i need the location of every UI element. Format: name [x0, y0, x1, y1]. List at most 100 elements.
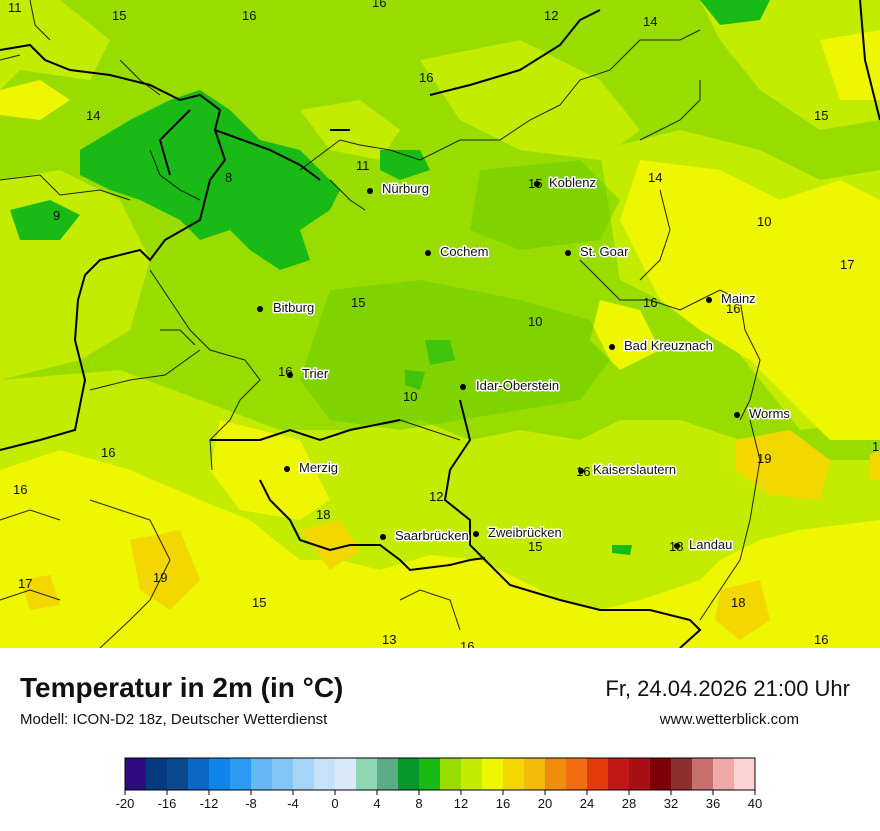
state-border — [0, 0, 880, 648]
legend-color-swatch — [650, 758, 672, 790]
legend-border — [124, 757, 756, 791]
legend-color-swatch — [734, 758, 756, 790]
city-dot — [287, 372, 293, 378]
legend-color-swatch — [377, 758, 399, 790]
legend-color-swatch — [587, 758, 609, 790]
legend-color-swatch — [356, 758, 378, 790]
legend-color-swatch — [272, 758, 294, 790]
temperature-value: 16 — [460, 639, 474, 648]
temperature-value: 16 — [372, 0, 386, 10]
city-label-zweibrucken: Zweibrücken — [488, 525, 562, 540]
legend-tick-label: 40 — [748, 796, 762, 811]
legend-color-swatch — [524, 758, 546, 790]
city-dot — [257, 306, 263, 312]
legend-color-swatch — [125, 758, 147, 790]
temperature-value: 14 — [643, 14, 657, 29]
temperature-value: 15 — [112, 8, 126, 23]
city-label-st-goar: St. Goar — [580, 244, 629, 259]
legend-color-swatch — [398, 758, 420, 790]
legend-color-swatch — [419, 758, 441, 790]
city-label-landau: Landau — [689, 537, 732, 552]
temperature-zone-18-20 — [20, 430, 880, 640]
city-label-bad-kreuznach: Bad Kreuznach — [624, 338, 713, 353]
legend-color-swatch — [293, 758, 315, 790]
legend-color-swatch — [608, 758, 630, 790]
temperature-value: 11 — [8, 0, 22, 15]
legend-color-swatch — [482, 758, 504, 790]
temperature-value: 12 — [429, 489, 443, 504]
temperature-value: 16 — [643, 295, 657, 310]
temperature-value: 17 — [18, 576, 32, 591]
city-dot — [534, 181, 540, 187]
temperature-value: 18 — [316, 507, 330, 522]
temperature-value: 16 — [13, 482, 27, 497]
legend-tick-label: 8 — [415, 796, 422, 811]
temperature-value: 10 — [757, 214, 771, 229]
temperature-value: 15 — [351, 295, 365, 310]
city-label-bitburg: Bitburg — [273, 300, 314, 315]
temperature-value: 19 — [757, 451, 771, 466]
legend-color-swatch — [251, 758, 273, 790]
chart-title: Temperatur in 2m (in °C) — [20, 672, 344, 703]
legend-color-swatch — [629, 758, 651, 790]
legend-color-swatch — [230, 758, 252, 790]
temperature-zone-8-10 — [10, 0, 770, 555]
city-dot — [674, 543, 680, 549]
city-dot — [578, 468, 584, 474]
city-dot — [380, 534, 386, 540]
valid-time: Fr, 24.04.2026 21:00 Uhr — [605, 676, 850, 701]
temperature-value: 13 — [382, 632, 396, 647]
legend-color-swatch — [545, 758, 567, 790]
city-dot — [460, 384, 466, 390]
temperature-value: 19 — [153, 570, 167, 585]
city-label-mainz: Mainz — [721, 291, 756, 306]
temperature-value: 17 — [840, 257, 854, 272]
legend-tick-label: -8 — [245, 796, 257, 811]
temperature-value: 16 — [419, 70, 433, 85]
city-dot — [284, 466, 290, 472]
temperature-value: 16 — [101, 445, 115, 460]
temperature-value: 1 — [872, 439, 879, 454]
temperature-value: 16 — [242, 8, 256, 23]
legend-tick-label: 24 — [580, 796, 594, 811]
legend-tick-label: 16 — [496, 796, 510, 811]
temperature-zone-16-18 — [0, 30, 880, 648]
legend-tick-label: 4 — [373, 796, 380, 811]
model-info: Modell: ICON-D2 18z, Deutscher Wetterdie… — [20, 711, 328, 728]
legend-color-swatch — [503, 758, 525, 790]
city-dot — [565, 250, 571, 256]
temperature-value: 15 — [252, 595, 266, 610]
legend-color-swatch — [146, 758, 168, 790]
district-border — [0, 0, 761, 648]
city-markers: Nürburg Koblenz Cochem St. Goar Mainz Bi… — [257, 174, 792, 554]
temperature-value: 14 — [86, 108, 100, 123]
temperature-zone-10-11 — [300, 160, 620, 430]
temperature-value: 10 — [403, 389, 417, 404]
legend-tick-label: 28 — [622, 796, 636, 811]
legend-tick-label: -16 — [158, 796, 177, 811]
legend-tick-label: -20 — [116, 796, 135, 811]
website-link[interactable]: www.wetterblick.com — [659, 711, 799, 728]
city-dot — [367, 188, 373, 194]
legend-color-swatch — [461, 758, 483, 790]
legend-tick-label: 0 — [331, 796, 338, 811]
temperature-value: 15 — [528, 539, 542, 554]
city-dot — [734, 412, 740, 418]
temperature-map: 11 15 16 16 12 14 16 14 15 11 8 15 14 9 … — [0, 0, 880, 648]
legend-color-swatch — [671, 758, 693, 790]
legend-tick-label: 32 — [664, 796, 678, 811]
city-label-kaiserslautern: Kaiserslautern — [593, 462, 676, 477]
city-dot — [609, 344, 615, 350]
temperature-zone-14-16 — [0, 0, 880, 648]
legend-color-swatch — [440, 758, 462, 790]
city-label-nurburg: Nürburg — [382, 181, 429, 196]
legend-tick-label: -4 — [287, 796, 299, 811]
city-dot — [425, 250, 431, 256]
legend-tick-label: 12 — [454, 796, 468, 811]
temperature-value: 18 — [731, 595, 745, 610]
legend-color-swatch — [188, 758, 210, 790]
temperature-value: 8 — [225, 170, 232, 185]
legend-tick-label: -12 — [200, 796, 219, 811]
temperature-value: 14 — [648, 170, 662, 185]
city-label-saarbrucken: Saarbrücken — [395, 528, 469, 543]
